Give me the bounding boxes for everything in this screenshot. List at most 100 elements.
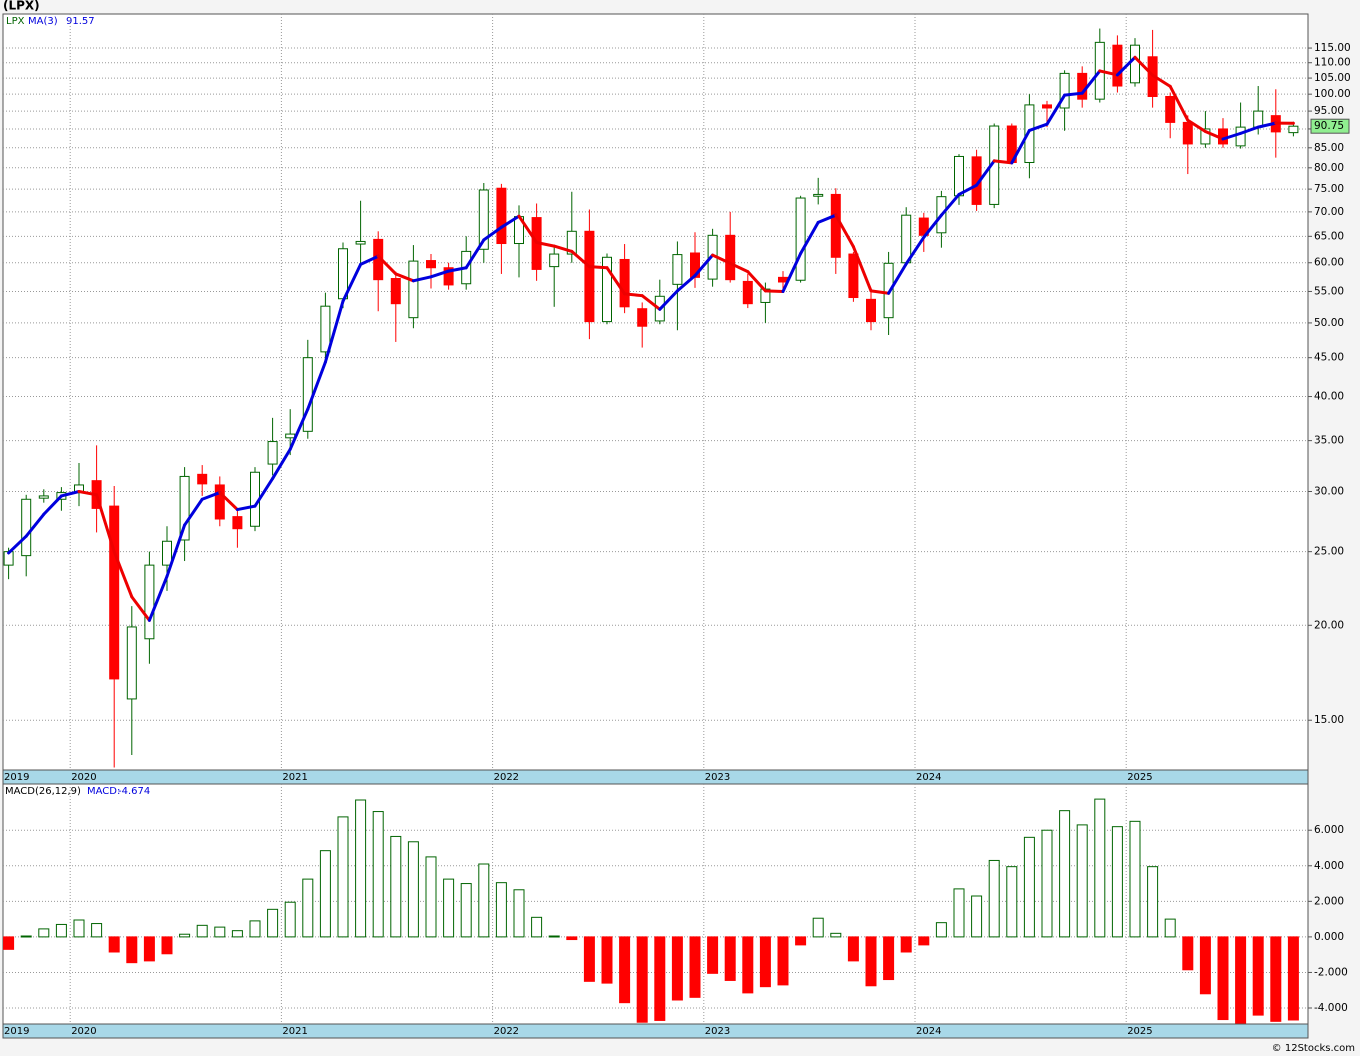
macd-bar [566,936,578,941]
ma-segment [605,266,627,296]
ma-segment [130,595,151,622]
macd-bar [267,908,279,938]
y-tick-label: 2.000 [1314,895,1344,907]
ma-segment [1010,128,1031,165]
candle-body [725,234,736,281]
macd-bar [390,835,402,938]
ma-segment [922,213,943,239]
candle-body [267,441,278,465]
macd-bar [407,841,419,938]
ma-segment [1133,55,1155,77]
ma-segment [77,489,99,497]
x-tick-label: 2019 [4,772,29,783]
macd-bar [231,930,243,938]
price-panel [2,13,1309,771]
x-tick-label: 2025 [1127,1026,1152,1037]
y-tick-label: 30.00 [1314,485,1344,497]
x-tick-label: 2022 [494,772,519,783]
macd-bar [1164,918,1176,938]
candle-body [126,626,137,700]
legend-ma-value: 91.57 [66,16,95,27]
ma-segment [271,447,292,481]
candle-body [355,240,366,245]
candle-body [1130,44,1140,84]
candle-body [795,197,806,281]
macd-bar [319,850,331,938]
y-tick-label: 40.00 [1314,391,1344,403]
x-tick-label: 2019 [4,1026,29,1037]
y-tick-label: -2.000 [1314,966,1348,978]
x-tick-label: 2021 [282,1026,307,1037]
x-tick-label: 2020 [71,1026,96,1037]
ma-segment [411,275,433,283]
y-tick-label: 35.00 [1314,435,1344,447]
legend-symbol: LPX [6,16,25,27]
candle-body [619,258,630,308]
macd-bar [1111,826,1123,938]
candle-body [1024,104,1035,163]
ma-segment [112,550,134,599]
candle-body [1253,110,1264,128]
ma-segment [447,266,468,273]
ma-segment [1239,125,1260,135]
ma-segment [587,265,609,270]
ma-segment [1221,131,1243,141]
y-tick-label: 65.00 [1314,230,1344,242]
y-tick-label: 105.00 [1314,72,1351,84]
macd-bar [847,936,859,962]
ma-segment [675,274,697,293]
ma-segment [24,512,46,538]
candle-body [954,155,964,197]
y-tick-label: 75.00 [1314,183,1344,195]
ma-segment [499,214,521,229]
candle-body [38,495,49,499]
macd-bar [707,936,719,974]
candle-body [197,473,208,485]
macd-bar [531,916,543,938]
macd-bar [179,933,191,938]
ma-segment [887,262,908,295]
macd-bar [1129,820,1141,938]
ma-segment [394,272,415,283]
macd-bar [513,889,525,938]
ma-segment [200,491,222,501]
candle-body [390,278,401,305]
ma-segment [1203,130,1225,141]
macd-legend: MACD: [87,786,120,797]
x-tick-label: 2024 [916,1026,941,1037]
macd-bar [1252,936,1264,1016]
macd-bar [671,936,683,1001]
macd-bar [91,923,103,938]
macd-bar [1147,866,1159,938]
ma-segment [517,214,539,244]
ma-segment [781,252,803,293]
y-tick-label: 115.00 [1314,42,1351,54]
macd-bar [689,936,701,998]
ma-segment [42,494,63,516]
macd-bar [583,936,595,982]
candle-body [426,260,436,269]
ma-segment [623,292,644,298]
ma-segment [711,253,732,265]
ma-segment [1080,69,1102,95]
ma-segment [834,213,855,249]
y-tick-label: 110.00 [1314,57,1351,69]
y-tick-label: 0.000 [1314,931,1344,943]
macd-bar [795,936,807,946]
ma-segment [728,261,750,274]
macd-bar [742,936,754,994]
macd-bar [1270,936,1282,1022]
macd-bar [126,936,138,964]
candle-body [566,230,577,255]
ma-segment [359,254,380,266]
macd-bar [619,936,631,1004]
candle-body [1059,72,1070,109]
candle-body [549,253,560,268]
macd-bar [1094,798,1106,938]
macd-bar [988,859,1000,938]
candle-body [1288,125,1299,134]
y-tick-label: 100.00 [1314,88,1351,100]
y-tick-label: 70.00 [1314,206,1344,218]
macd-bar [1023,836,1035,938]
ma-segment [763,289,785,293]
